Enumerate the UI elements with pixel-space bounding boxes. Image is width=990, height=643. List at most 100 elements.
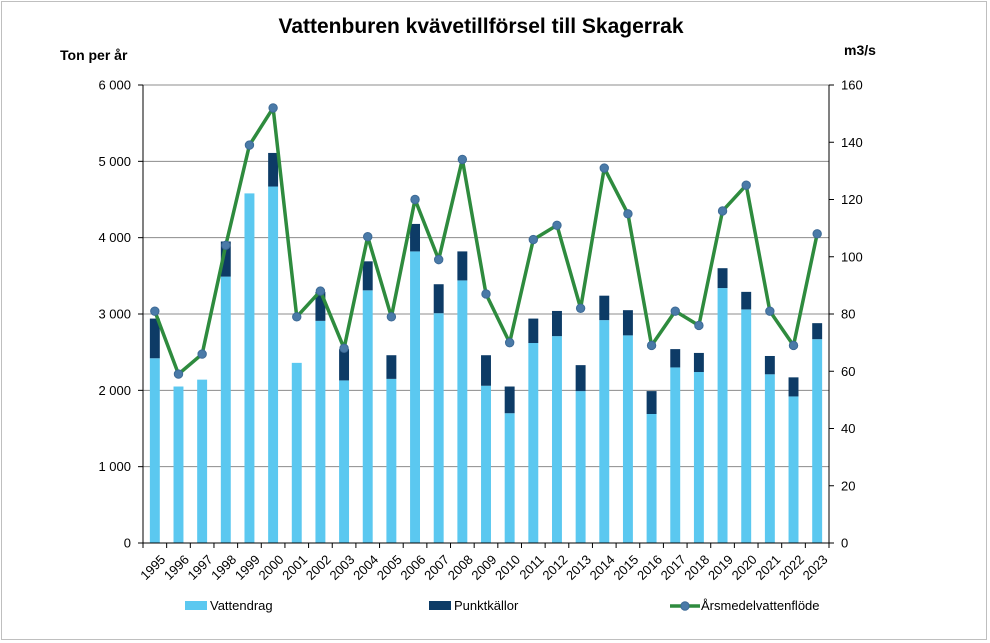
x-tick-label: 2008 xyxy=(445,552,476,583)
flow-point xyxy=(623,209,633,219)
x-tick-label: 2003 xyxy=(326,552,357,583)
x-tick-label: 2004 xyxy=(350,552,381,583)
flow-point xyxy=(741,180,751,190)
flow-point xyxy=(694,320,704,331)
bar-vattendrag xyxy=(433,313,444,543)
flow-point xyxy=(670,306,680,316)
x-tick-label: 1996 xyxy=(161,552,192,583)
y-right-tick-label: 160 xyxy=(841,78,863,93)
y-right-tick-label: 80 xyxy=(841,307,855,322)
bar-punktkallor xyxy=(481,355,491,386)
bar-punktkallor xyxy=(551,310,562,337)
bar-vattendrag xyxy=(622,335,633,543)
legend-label: Vattendrag xyxy=(210,598,273,613)
flow-point xyxy=(268,103,278,113)
flow-point xyxy=(646,340,657,351)
bar-punktkallor xyxy=(646,391,657,414)
bar-vattendrag xyxy=(551,336,562,543)
flow-point xyxy=(481,289,491,299)
y-left-tick-label: 5 000 xyxy=(98,154,131,169)
bar-punktkallor xyxy=(812,323,823,340)
y-axis-left-label: Ton per år xyxy=(60,47,128,63)
flow-point xyxy=(765,306,775,316)
legend-label: Punktkällor xyxy=(454,598,519,613)
bar-punktkallor xyxy=(433,284,444,314)
x-tick-label: 2002 xyxy=(303,552,334,583)
bar-vattendrag xyxy=(504,413,515,543)
bar-vattendrag xyxy=(457,280,468,543)
y-right-tick-label: 40 xyxy=(841,421,855,436)
bar-vattendrag xyxy=(173,386,184,543)
gridlines xyxy=(143,84,829,468)
x-tick-label: 2013 xyxy=(563,552,594,583)
bar-vattendrag xyxy=(386,378,397,543)
x-tick-label: 2017 xyxy=(658,552,689,583)
bar-punktkallor xyxy=(693,352,704,373)
bar-vattendrag xyxy=(575,391,586,543)
bar-vattendrag xyxy=(670,367,681,543)
flow-point xyxy=(244,140,255,150)
x-tick-label: 2019 xyxy=(705,552,736,583)
flow-point xyxy=(552,220,562,230)
y-right-tick-label: 120 xyxy=(841,192,863,207)
bar-punktkallor xyxy=(362,261,373,291)
flow-point xyxy=(410,194,420,205)
x-tick-label: 2006 xyxy=(397,552,428,583)
bar-vattendrag xyxy=(197,379,208,543)
flow-point xyxy=(221,240,231,251)
y-left-tick-label: 3 000 xyxy=(98,307,131,322)
flow-point xyxy=(315,286,326,296)
bar-vattendrag xyxy=(220,276,231,543)
x-tick-label: 2012 xyxy=(539,552,570,583)
bar-vattendrag xyxy=(244,193,255,544)
flow-point xyxy=(504,337,515,348)
flow-point xyxy=(339,343,349,354)
bar-punktkallor xyxy=(764,355,775,375)
x-tick-label: 1999 xyxy=(232,552,263,583)
bar-punktkallor xyxy=(788,377,799,397)
x-tick-label: 2009 xyxy=(468,552,499,583)
bar-punktkallor xyxy=(741,291,752,310)
legend-label: Årsmedelvattenflöde xyxy=(701,598,820,613)
bar-vattendrag xyxy=(268,186,279,544)
flow-point xyxy=(292,312,302,322)
x-tick-label: 1998 xyxy=(208,552,239,583)
y-left-tick-label: 2 000 xyxy=(98,383,131,398)
flow-point xyxy=(150,306,160,316)
bar-punktkallor xyxy=(410,223,421,252)
bar-punktkallor xyxy=(717,268,728,289)
bar-vattendrag xyxy=(339,380,350,543)
bar-punktkallor xyxy=(386,355,397,379)
y-left-tick-label: 0 xyxy=(124,536,131,551)
bar-punktkallor xyxy=(315,291,326,321)
legend: Vattendrag Punktkällor Årsmedelvattenflöde xyxy=(185,598,820,613)
bar-punktkallor xyxy=(528,318,539,344)
x-tick-label: 2023 xyxy=(800,552,831,583)
bar-punktkallor xyxy=(149,318,160,359)
flow-point xyxy=(528,234,539,245)
flow-point xyxy=(433,254,444,265)
y-axis-right-ticks: 0 20 40 60 80 100 120 140 160 xyxy=(841,78,863,551)
x-tick-label: 2001 xyxy=(279,552,310,583)
bar-vattendrag xyxy=(528,343,539,543)
bar-punktkallor xyxy=(268,152,279,187)
bar-vattendrag xyxy=(646,413,657,543)
legend-swatch-punktkallor xyxy=(429,601,451,610)
x-tick-label: 2018 xyxy=(681,552,712,583)
bar-vattendrag xyxy=(717,288,728,543)
bar-punktkallor xyxy=(220,241,231,277)
chart-title: Vattenburen kvävetillförsel till Skagerr… xyxy=(278,15,683,38)
x-tick-label: 2014 xyxy=(587,552,618,583)
bar-punktkallor xyxy=(457,251,468,281)
flow-point xyxy=(197,349,207,359)
x-axis-ticks: 1995199619971998199920002001200220032004… xyxy=(137,552,830,583)
bar-vattendrag xyxy=(481,385,491,543)
flow-point xyxy=(575,303,586,313)
y-left-tick-label: 4 000 xyxy=(98,230,131,245)
x-tick-label: 2007 xyxy=(421,552,452,583)
x-tick-label: 2010 xyxy=(492,552,523,583)
bar-vattendrag xyxy=(741,309,752,543)
x-tick-label: 2000 xyxy=(256,552,287,583)
